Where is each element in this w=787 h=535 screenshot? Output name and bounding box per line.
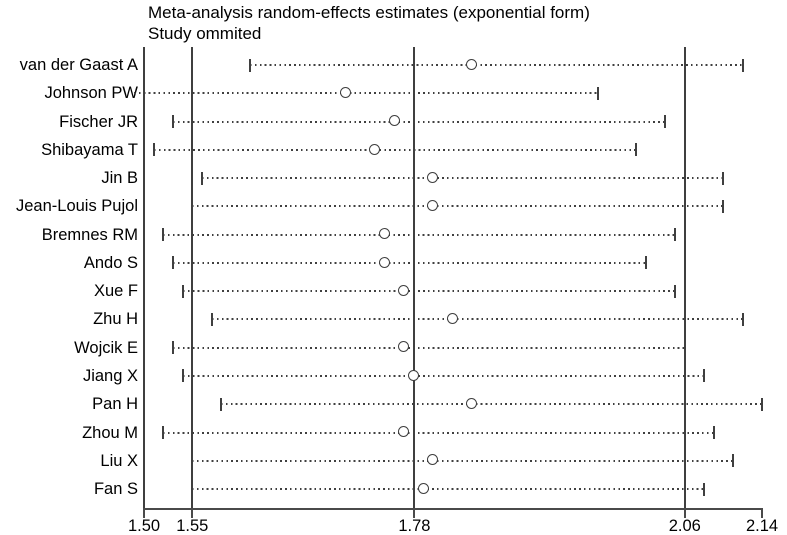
- x-axis-tick: [683, 510, 686, 518]
- estimate-marker: [466, 397, 477, 409]
- ci-line: [192, 488, 705, 491]
- ci-cap-right: [674, 228, 677, 242]
- ci-line: [182, 290, 676, 293]
- ci-line: [172, 346, 685, 349]
- x-axis-tick-label: 1.50: [127, 517, 161, 535]
- x-axis-line: [143, 508, 763, 510]
- estimate-marker: [398, 284, 410, 296]
- ci-cap-right: [664, 115, 667, 129]
- ci-cap-left: [249, 58, 252, 72]
- ci-cap-right: [596, 86, 599, 100]
- chart-title: Meta-analysis random-effects estimates (…: [148, 3, 590, 22]
- ci-cap-right: [741, 312, 744, 326]
- reference-line: [191, 47, 194, 508]
- study-label: Jiang X: [82, 366, 138, 385]
- ci-cap-left: [220, 397, 223, 411]
- study-label: Zhu H: [93, 310, 138, 329]
- ci-line: [172, 120, 666, 123]
- ci-line: [172, 261, 647, 264]
- study-label: Wojcik E: [74, 338, 138, 357]
- ci-line: [192, 205, 724, 208]
- ci-cap-left: [162, 228, 165, 242]
- reference-line: [683, 47, 686, 508]
- study-label: Zhou M: [82, 423, 138, 442]
- estimate-marker: [340, 86, 352, 98]
- ci-cap-left: [162, 426, 165, 439]
- ci-cap-left: [210, 312, 213, 326]
- x-axis-tick: [761, 510, 763, 518]
- x-axis-tick: [143, 510, 145, 518]
- y-axis-line: [143, 47, 145, 508]
- study-label: Fan S: [93, 480, 138, 499]
- estimate-marker: [398, 426, 410, 438]
- chart-subtitle: Study ommited: [148, 24, 262, 43]
- study-label: Liu X: [100, 451, 138, 470]
- ci-cap-right: [703, 482, 706, 496]
- ci-cap-right: [741, 58, 744, 72]
- ci-cap-right: [722, 199, 725, 213]
- ci-line: [221, 403, 762, 406]
- estimate-marker: [417, 482, 429, 494]
- ci-line: [163, 431, 714, 434]
- estimate-marker: [427, 454, 439, 466]
- estimate-marker: [427, 200, 439, 212]
- ci-cap-left: [181, 284, 184, 298]
- study-label: Shibayama T: [41, 140, 138, 159]
- estimate-marker: [446, 313, 458, 325]
- ci-cap-right: [761, 397, 763, 411]
- ci-cap-left: [200, 171, 203, 185]
- ci-cap-left: [171, 115, 174, 129]
- study-label: Ando S: [83, 253, 138, 272]
- ci-cap-left: [152, 143, 155, 157]
- estimate-marker: [369, 143, 381, 155]
- study-label: Jean-Louis Pujol: [16, 197, 138, 216]
- ci-line: [163, 233, 676, 236]
- ci-line: [201, 177, 724, 180]
- study-label: Bremnes RM: [41, 225, 138, 244]
- ci-cap-right: [674, 284, 677, 298]
- ci-cap-left: [181, 369, 184, 383]
- ci-cap-right: [635, 143, 638, 157]
- estimate-marker: [427, 171, 439, 183]
- ci-line: [250, 64, 743, 66]
- estimate-marker: [379, 256, 391, 268]
- estimate-marker: [408, 369, 420, 381]
- reference-line: [413, 47, 416, 508]
- study-label: Fischer JR: [59, 112, 138, 131]
- estimate-marker: [398, 341, 410, 353]
- study-label: Jin B: [101, 169, 138, 188]
- x-axis-tick-label: 2.06: [668, 517, 701, 535]
- study-label: Xue F: [93, 282, 138, 301]
- x-axis-tick-label: 2.14: [745, 517, 779, 535]
- ci-cap-right: [703, 369, 706, 383]
- estimate-marker: [388, 115, 400, 127]
- study-label: Pan H: [92, 395, 138, 414]
- x-axis-tick-label: 1.55: [176, 517, 209, 535]
- study-label: van der Gaast A: [19, 56, 138, 74]
- ci-cap-right: [732, 454, 735, 468]
- estimate-marker: [379, 228, 391, 240]
- ci-line: [182, 374, 705, 377]
- ci-line: [211, 318, 743, 321]
- estimate-marker: [466, 58, 477, 70]
- x-axis-tick: [413, 510, 416, 518]
- ci-line: [192, 459, 734, 462]
- x-axis-tick: [191, 510, 194, 518]
- ci-cap-left: [171, 256, 174, 270]
- ci-line: [153, 148, 637, 151]
- x-axis-tick-label: 1.78: [398, 517, 431, 535]
- study-label: Johnson PW: [44, 84, 138, 103]
- ci-cap-left: [171, 341, 174, 355]
- ci-cap-right: [645, 256, 648, 270]
- ci-cap-right: [722, 171, 725, 185]
- ci-cap-right: [712, 426, 715, 439]
- ci-line: [134, 92, 598, 95]
